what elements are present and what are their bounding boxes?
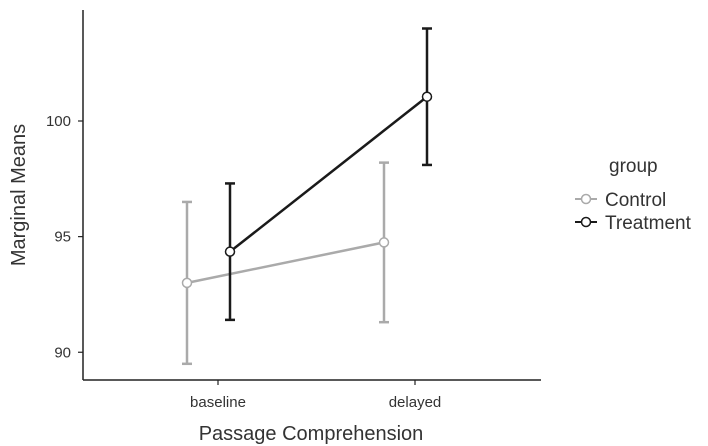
legend-label: Control bbox=[605, 190, 666, 211]
data-point bbox=[421, 91, 433, 102]
legend-key-point bbox=[580, 193, 592, 205]
axes bbox=[78, 10, 541, 385]
series bbox=[181, 27, 433, 366]
y-tick-label: 90 bbox=[54, 344, 71, 361]
legend-item-treatment: Treatment bbox=[575, 213, 692, 234]
series-control bbox=[181, 161, 390, 366]
series-line bbox=[186, 241, 385, 285]
data-point bbox=[224, 246, 236, 257]
data-point bbox=[378, 237, 390, 248]
legend-title: group bbox=[609, 156, 658, 177]
legend-key-point bbox=[580, 216, 592, 228]
x-tick-label: delayed bbox=[389, 394, 442, 411]
y-tick-label: 100 bbox=[46, 113, 71, 130]
x-axis-title: Passage Comprehension bbox=[199, 423, 424, 445]
legend-label: Treatment bbox=[605, 213, 692, 234]
y-tick-label: 95 bbox=[54, 229, 71, 246]
series-treatment bbox=[224, 27, 433, 322]
x-tick-label: baseline bbox=[190, 394, 246, 411]
y-axis-title: Marginal Means bbox=[8, 124, 30, 266]
series-line bbox=[229, 95, 428, 253]
tick-labels: 90 95 100 baseline delayed bbox=[46, 113, 441, 411]
data-point bbox=[181, 277, 193, 289]
legend-item-control: Control bbox=[575, 190, 666, 211]
